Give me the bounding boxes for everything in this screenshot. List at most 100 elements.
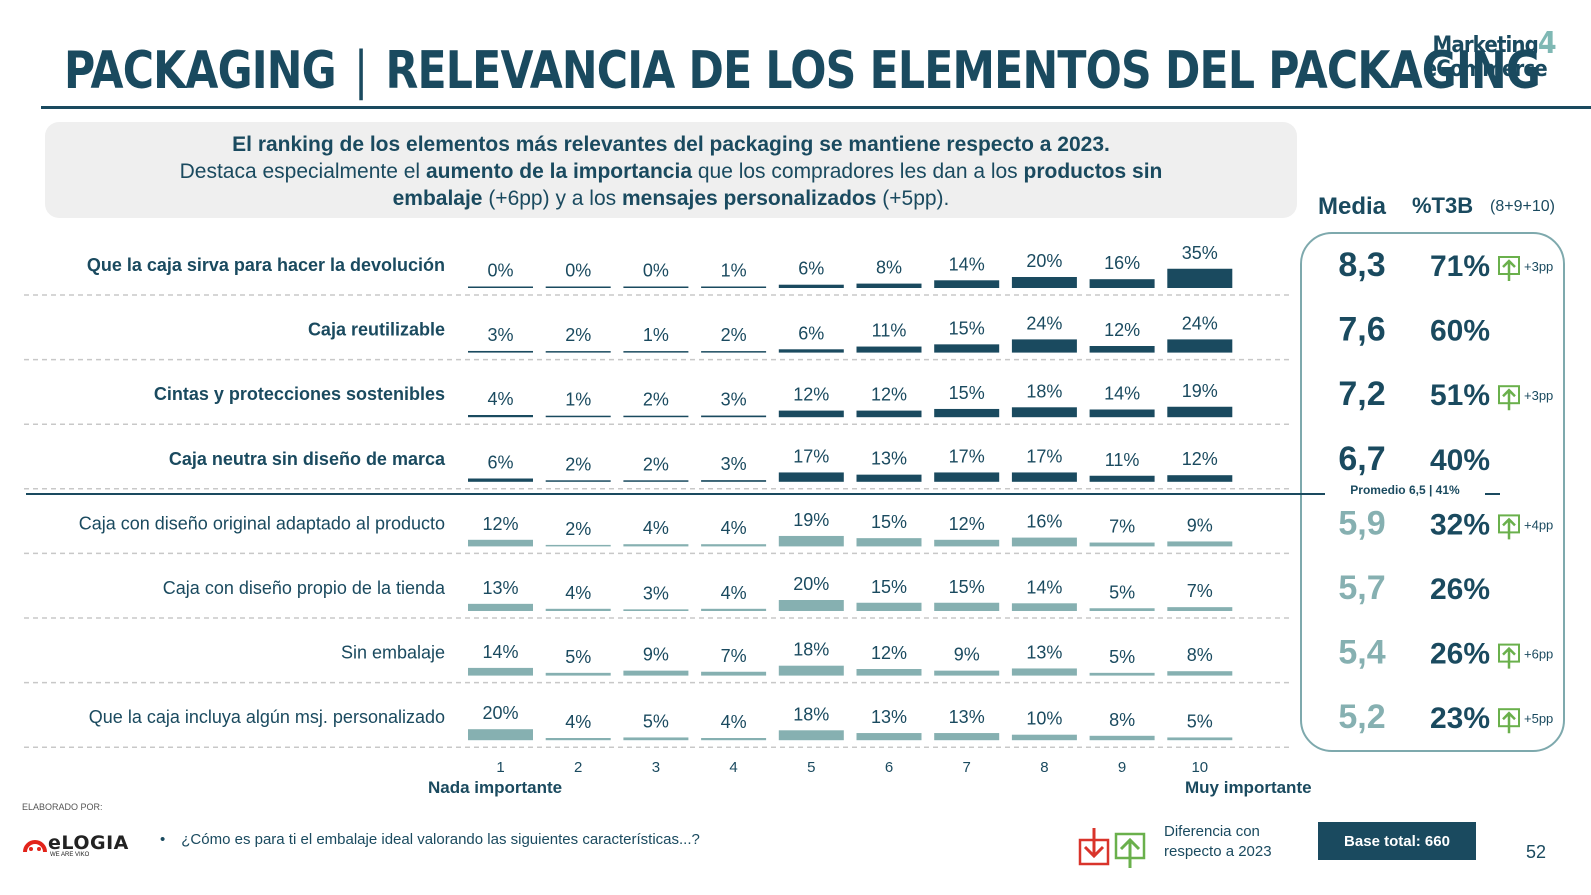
bar [1089, 672, 1155, 676]
bar [545, 672, 611, 676]
bar [701, 351, 767, 353]
bar [468, 415, 533, 418]
bar [778, 600, 844, 611]
media-value: 6,7 [1338, 440, 1385, 478]
arrow-up-icon [1498, 256, 1520, 281]
bar [701, 544, 767, 547]
bar-value-label: 8% [1109, 710, 1135, 730]
bar-value-label: 6% [487, 453, 513, 473]
bar-value-label: 16% [1104, 253, 1140, 273]
legend-line1: Diferencia con [1164, 823, 1260, 840]
x-tick-label: 4 [729, 759, 737, 776]
bar-value-label: 11% [872, 321, 907, 341]
bar [778, 665, 844, 676]
row-label: Que la caja incluya algún msj. personali… [89, 707, 445, 727]
bar-value-label: 17% [1026, 446, 1062, 466]
diff-label: +5pp [1524, 711, 1553, 726]
bar [468, 603, 533, 611]
bar [623, 609, 689, 611]
bar-value-label: 2% [565, 519, 591, 539]
bar-value-label: 12% [871, 385, 907, 405]
bar [856, 474, 922, 482]
bar-value-label: 7% [1109, 517, 1135, 537]
bar-value-label: 12% [949, 514, 985, 534]
arrow-up-icon [1498, 514, 1520, 540]
bar-value-label: 6% [798, 259, 824, 279]
scale-low-label: Nada importante [428, 778, 563, 797]
bar [545, 544, 611, 547]
media-header: Media [1318, 193, 1387, 220]
t3b-value: 51% [1430, 379, 1490, 412]
bar-value-label: 5% [643, 711, 669, 731]
x-tick-label: 6 [885, 759, 893, 776]
bar-value-label: 0% [565, 261, 591, 281]
x-tick-label: 10 [1191, 759, 1208, 776]
x-tick-label: 2 [574, 759, 582, 776]
bar-value-label: 3% [721, 454, 747, 474]
bar [778, 472, 844, 482]
bar [1089, 346, 1155, 353]
bar [545, 286, 611, 288]
bar-value-label: 13% [949, 707, 985, 727]
summary-text: que los compradores les dan a los [692, 160, 1024, 183]
bar [934, 602, 1000, 611]
bar-value-label: 19% [793, 510, 829, 530]
arrow-up-icon [1114, 832, 1146, 868]
title-separator: | [353, 41, 368, 101]
bar-value-label: 14% [1104, 384, 1140, 404]
bar [856, 602, 922, 611]
logo-line1: Marketing [1432, 33, 1539, 58]
bar-value-label: 24% [1026, 313, 1062, 333]
bar-value-label: 8% [876, 258, 902, 278]
bar [1167, 406, 1233, 418]
bar [856, 410, 922, 418]
bar-value-label: 4% [643, 518, 669, 538]
bar-value-label: 4% [565, 583, 591, 603]
summary-bold: mensajes personalizados [621, 187, 877, 210]
bar [934, 670, 1000, 676]
bar [1011, 603, 1077, 611]
change-legend-icons [1078, 828, 1146, 868]
bar-value-label: 8% [1187, 645, 1213, 665]
t3b-value: 32% [1430, 508, 1490, 541]
bar [1011, 407, 1077, 418]
bar [623, 544, 689, 547]
bar [1011, 472, 1077, 482]
bar-value-label: 11% [1105, 450, 1140, 470]
row-label: Que la caja sirva para hacer la devoluci… [87, 255, 445, 275]
bar [1089, 542, 1155, 547]
bar-value-label: 20% [1026, 251, 1062, 271]
row-label: Caja reutilizable [308, 320, 445, 340]
bar-value-label: 4% [721, 518, 747, 538]
summary-line2: Destaca especialmente el aumento de la i… [45, 158, 1297, 185]
media-value: 7,6 [1338, 311, 1385, 349]
bar-value-label: 5% [565, 647, 591, 667]
bar [1011, 537, 1077, 547]
bar-value-label: 12% [1182, 449, 1218, 469]
media-value: 5,9 [1338, 504, 1385, 542]
bar [1167, 671, 1233, 676]
row-label: Caja con diseño propio de la tienda [163, 578, 446, 598]
base-total-badge: Base total: 660 [1318, 822, 1476, 860]
summary-bold: embalaje [392, 187, 483, 210]
bullet-icon: • [160, 831, 166, 848]
bar [701, 608, 767, 611]
bar [856, 733, 922, 741]
bar [468, 539, 533, 547]
x-tick-label: 5 [807, 759, 815, 776]
bar [623, 351, 689, 353]
bar [1167, 339, 1233, 353]
bar [468, 286, 533, 288]
diff-label: +3pp [1524, 388, 1553, 403]
bar [701, 738, 767, 741]
bar [1011, 339, 1077, 353]
summary-box: El ranking de los elementos más relevant… [45, 122, 1297, 218]
bar-value-label: 15% [871, 512, 907, 532]
summary-text: (+6pp) y a los [482, 187, 622, 210]
bar [1089, 475, 1155, 482]
bar-value-label: 1% [643, 325, 669, 345]
bar-value-label: 9% [643, 645, 669, 665]
bar [778, 535, 844, 547]
bar [468, 350, 533, 353]
